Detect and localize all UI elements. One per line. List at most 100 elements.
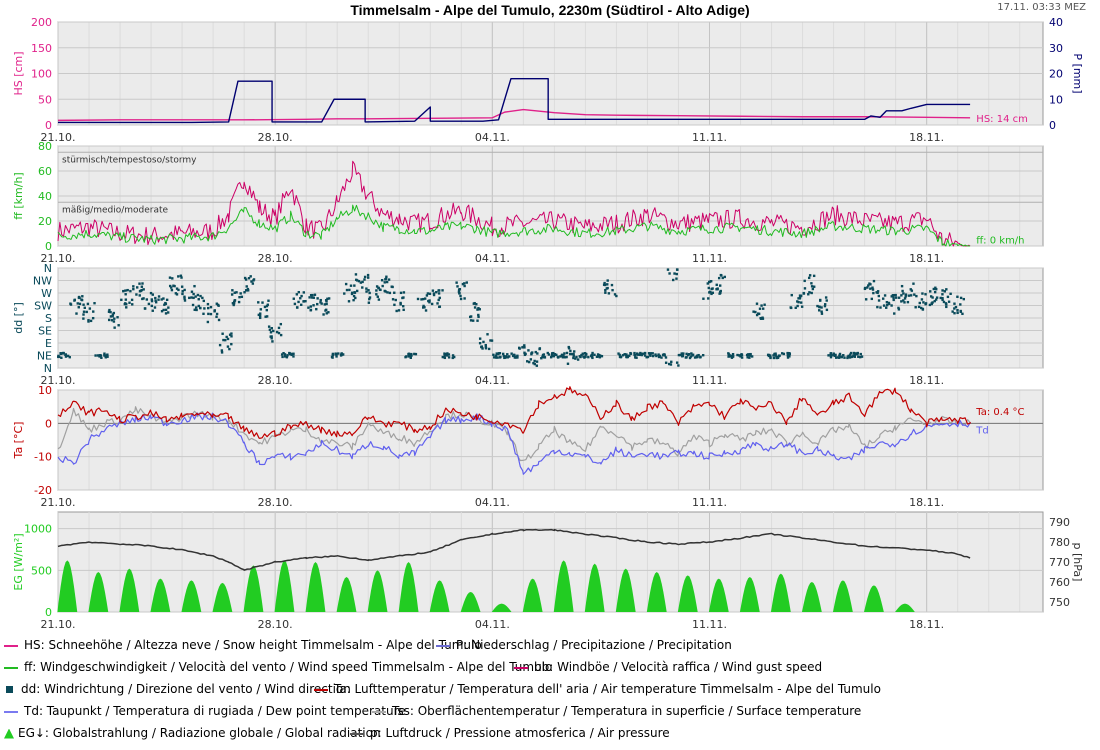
dd-point — [892, 296, 895, 299]
dd-point — [64, 355, 68, 358]
x-tick-label: 04.11. — [475, 252, 510, 265]
eg-day-area — [212, 582, 233, 612]
dd-point — [142, 297, 145, 300]
dd-point — [629, 351, 632, 355]
dd-point — [690, 352, 693, 355]
dd-point — [599, 354, 602, 358]
dd-point — [76, 302, 79, 305]
dd-point — [578, 355, 581, 358]
dd-point — [686, 353, 690, 357]
dd-point — [422, 297, 425, 301]
dd-point — [237, 300, 241, 304]
dd-point — [885, 300, 889, 304]
dd-point — [786, 351, 789, 355]
dd-point — [239, 292, 242, 295]
dd-point — [486, 333, 489, 336]
dd-point — [132, 287, 135, 291]
dd-point — [283, 353, 287, 356]
dd-point — [160, 298, 163, 301]
dd-point — [933, 290, 937, 294]
dd-point — [533, 362, 536, 366]
dd-point — [352, 298, 355, 302]
eg-day-area — [57, 560, 78, 612]
dd-point — [871, 288, 875, 291]
dd-point — [463, 282, 466, 285]
dd-point — [752, 310, 755, 313]
x-tick-label: 28.10. — [258, 252, 293, 265]
dd-point — [518, 347, 521, 350]
dd-point — [707, 286, 710, 290]
wind-band-label: mäßig/medio/moderate — [62, 205, 169, 215]
dd-point — [655, 354, 658, 358]
dd-point — [541, 353, 545, 357]
dd-point — [111, 313, 115, 316]
dd-point — [113, 317, 116, 320]
dd-point — [425, 294, 429, 297]
dd-point — [934, 298, 938, 301]
y-tick-label: 780 — [1049, 536, 1070, 549]
y-tick-label: N — [44, 362, 52, 375]
dd-point — [645, 356, 648, 359]
dd-point — [457, 290, 461, 293]
dd-point — [562, 355, 565, 358]
dd-point — [154, 301, 158, 304]
dd-point — [949, 292, 952, 295]
dd-point — [490, 339, 494, 342]
x-tick-label: 21.10. — [41, 618, 76, 631]
dd-point — [901, 289, 904, 293]
dd-point — [402, 291, 406, 294]
dd-point — [290, 353, 293, 357]
dd-point — [414, 352, 418, 356]
dd-point — [153, 306, 157, 309]
dd-point — [343, 292, 346, 295]
dd-point — [209, 312, 213, 316]
dd-point — [230, 342, 233, 346]
dd-point — [149, 291, 153, 295]
dd-point — [399, 291, 403, 295]
legend-label-p: P: Niederschlag / Precipitazione / Preci… — [456, 638, 732, 652]
dd-point — [80, 298, 84, 302]
dd-point — [286, 354, 289, 357]
dd-point — [746, 356, 749, 359]
dd-point — [143, 307, 147, 310]
dd-point — [145, 298, 149, 301]
dd-point — [280, 353, 284, 356]
legend-label-tss: Tss: Oberflächentemperatur / Temperatura… — [392, 704, 862, 718]
dd-point — [603, 281, 606, 285]
dd-point — [595, 355, 599, 358]
y-tick-label: SE — [38, 325, 52, 338]
dd-point — [838, 356, 841, 359]
dd-point — [402, 308, 405, 312]
y-tick-label: S — [45, 312, 52, 325]
dd-point — [669, 363, 673, 366]
dd-point — [447, 353, 451, 356]
series-dd-points — [57, 268, 966, 367]
dd-point — [567, 347, 571, 350]
dd-point — [866, 286, 869, 289]
dd-point — [245, 285, 248, 288]
dd-point — [708, 280, 712, 283]
dd-point — [619, 355, 622, 359]
dd-point — [292, 352, 295, 355]
dd-point — [755, 302, 759, 305]
legend-item-bb: bb: Windböe / Velocità raffica / Wind gu… — [514, 660, 822, 674]
dd-point — [825, 308, 829, 312]
dd-point — [772, 356, 776, 360]
eg-day-area — [863, 585, 884, 612]
dd-point — [386, 291, 389, 294]
legend-item-hs: HS: Schneehöhe / Altezza neve / Snow hei… — [4, 638, 482, 652]
dd-point — [437, 292, 441, 295]
dd-point — [420, 298, 423, 301]
dd-point — [892, 298, 895, 302]
dd-point — [593, 353, 596, 357]
dd-point — [812, 274, 816, 278]
y-tick-label: W — [41, 287, 52, 300]
dd-point — [478, 337, 482, 340]
dd-point — [617, 352, 620, 355]
dd-point — [829, 355, 833, 359]
dd-point — [220, 349, 224, 352]
dd-point — [885, 306, 888, 309]
dd-point — [348, 288, 351, 292]
dd-point — [945, 305, 948, 309]
dd-point — [959, 303, 962, 306]
